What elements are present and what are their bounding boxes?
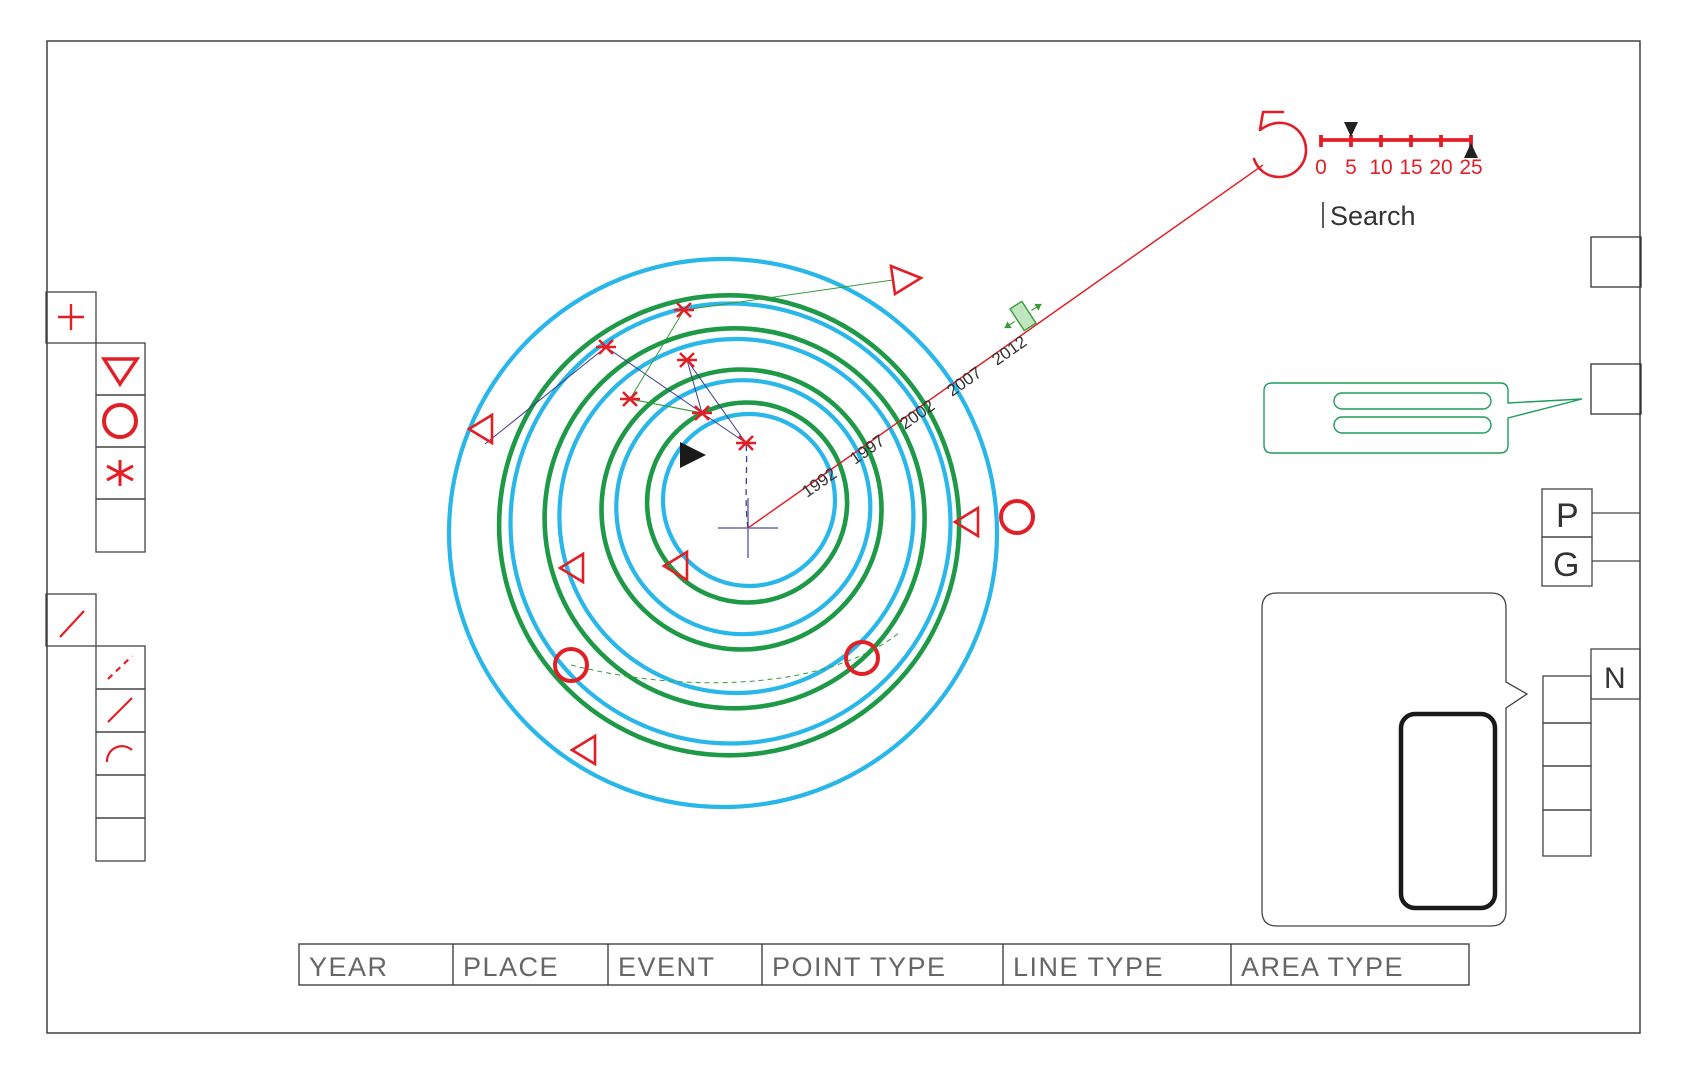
svg-text:1997: 1997 <box>846 431 888 468</box>
svg-text:2012: 2012 <box>988 332 1030 369</box>
svg-text:2002: 2002 <box>896 396 938 433</box>
svg-text:2007: 2007 <box>943 363 985 400</box>
